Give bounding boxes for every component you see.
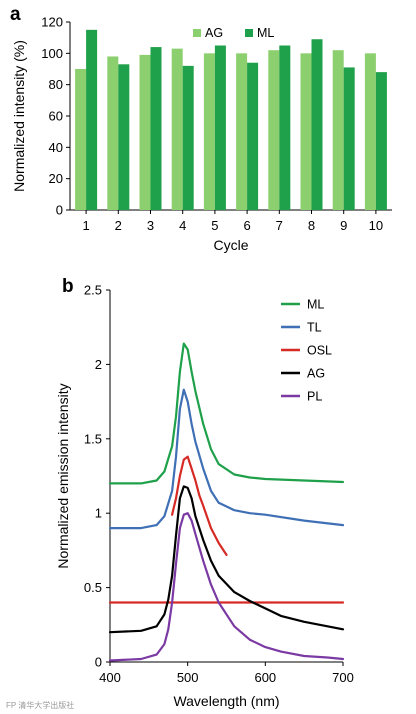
panel-a-letter: a [10, 4, 21, 25]
legend-label-ag: AG [307, 367, 325, 381]
x-tick-label-a: 3 [147, 218, 154, 233]
bar-ag [171, 48, 183, 211]
y-axis-title-a: Normalized intensity (%) [11, 40, 27, 192]
bar-ag [300, 53, 312, 211]
bar-ml [182, 65, 194, 210]
bar-ml [86, 29, 98, 211]
bar-chart-a: 0 20 40 60 80 100 120 1 2 3 4 5 6 7 8 9 10 Cycle Normalize… [11, 15, 392, 253]
bar-ag [332, 50, 344, 211]
bar-ml [375, 72, 387, 210]
x-tick-label-a: 9 [340, 218, 347, 233]
watermark-text: FP 清华大学出版社 [6, 700, 74, 710]
x-axis-title-b: Wavelength (nm) [173, 693, 279, 709]
y-tick-label-a: 60 [49, 109, 63, 124]
x-tick-label-b: 600 [254, 670, 276, 685]
bar-ag [203, 53, 215, 211]
bar-ag [236, 53, 248, 211]
y-tick-label-a: 40 [49, 140, 63, 155]
series-line-ag [108, 485, 345, 634]
y-axis-title-b: Normalized emission intensity [55, 383, 71, 568]
x-tick-label-a: 1 [82, 218, 89, 233]
series-line-osl [171, 455, 228, 557]
y-tick-label-b: 0.5 [84, 580, 102, 595]
legend-label-tl: TL [307, 321, 322, 335]
legend-label-ag: AG [205, 26, 223, 40]
legend-label-ml: ML [307, 298, 324, 312]
bar-ag [268, 50, 280, 211]
panel-b-letter: b [62, 276, 74, 297]
bar-ml [311, 39, 323, 210]
bar-ml [247, 62, 259, 210]
bar-ml [214, 45, 226, 210]
series-line-tl [108, 388, 345, 530]
bar-ml [150, 47, 162, 210]
x-tick-label-b: 400 [99, 670, 121, 685]
bar-ag [107, 56, 119, 210]
legend-label-ml: ML [257, 26, 274, 40]
bar-ml [343, 67, 355, 210]
y-tick-label-b: 0 [95, 655, 102, 670]
series-line-pl [108, 512, 345, 662]
y-tick-label-b: 1.5 [84, 431, 102, 446]
x-tick-label-a: 4 [179, 218, 186, 233]
legend-label-osl: OSL [307, 344, 332, 358]
legend-label-pl: PL [307, 390, 322, 404]
y-tick-label-a: 100 [41, 46, 63, 61]
y-tick-label-b: 1 [95, 506, 102, 521]
bar-ml [118, 64, 130, 210]
x-tick-label-a: 2 [115, 218, 122, 233]
legend-swatch-ml [245, 29, 253, 37]
x-tick-label-a: 5 [211, 218, 218, 233]
y-tick-label-b: 2.5 [84, 283, 102, 298]
y-tick-label-a: 80 [49, 77, 63, 92]
y-tick-label-a: 0 [56, 203, 63, 218]
bar-ag [139, 54, 151, 211]
bar-ag [364, 53, 376, 211]
x-tick-label-a: 6 [243, 218, 250, 233]
x-tick-label-a: 8 [308, 218, 315, 233]
x-tick-label-a: 7 [276, 218, 283, 233]
legend-swatch-ag [193, 29, 201, 37]
x-tick-label-b: 500 [177, 670, 199, 685]
x-tick-label-b: 700 [332, 670, 354, 685]
line-chart-b: 0 0.5 1 1.5 2 2.5 400 500 600 700 Wavelength (nm) N… [55, 283, 354, 710]
x-tick-label-a: 10 [369, 218, 383, 233]
y-tick-label-a: 120 [41, 15, 63, 30]
series-line-ml [108, 342, 345, 485]
y-tick-label-b: 2 [95, 357, 102, 372]
bar-ml [279, 45, 291, 210]
bar-ag [75, 69, 87, 210]
x-axis-title-a: Cycle [213, 237, 248, 253]
y-tick-label-a: 20 [49, 171, 63, 186]
